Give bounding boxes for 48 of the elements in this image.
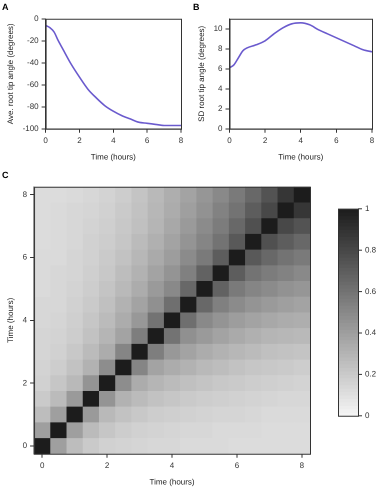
y-tick-label: 8 bbox=[22, 190, 28, 199]
x-axis-title: Time (hours) bbox=[90, 152, 136, 162]
x-tick-label: 2 bbox=[77, 136, 82, 145]
y-tick-label: -20 bbox=[27, 36, 40, 46]
y-tick-label: 4 bbox=[218, 84, 224, 94]
y-tick-label: 0 bbox=[218, 124, 224, 134]
x-axis-title: Time (hours) bbox=[150, 477, 195, 486]
x-tick-label: 4 bbox=[111, 136, 116, 145]
x-tick-label: 4 bbox=[298, 136, 304, 145]
color-bar-label: 0.2 bbox=[365, 370, 377, 379]
y-axis-title: Time (hours) bbox=[6, 297, 16, 343]
x-tick-label: 6 bbox=[234, 460, 240, 470]
x-tick-label: 8 bbox=[178, 136, 184, 145]
y-tick-label: 0 bbox=[22, 441, 28, 450]
y-tick-label: -100 bbox=[22, 124, 40, 134]
y-tick-label: 6 bbox=[218, 64, 224, 74]
y-tick-label: 10 bbox=[214, 24, 224, 34]
y-tick-label: 2 bbox=[22, 378, 28, 388]
y-tick-label: 6 bbox=[22, 252, 28, 262]
y-axis-title: SD root tip angle (degrees) bbox=[197, 25, 206, 122]
x-tick-label: 0 bbox=[43, 136, 48, 145]
y-tick-label: 2 bbox=[218, 104, 224, 114]
line-series bbox=[230, 22, 372, 69]
chart-title: B bbox=[193, 2, 200, 12]
y-tick-label: 0 bbox=[34, 14, 40, 24]
x-axis-title: Time (hours) bbox=[278, 152, 324, 162]
chart-title: A bbox=[2, 2, 9, 12]
x-tick-label: 2 bbox=[104, 460, 110, 470]
chart-title: C bbox=[2, 170, 9, 180]
color-bar-label: 0 bbox=[365, 411, 370, 420]
color-bar-label: 0.8 bbox=[365, 245, 377, 254]
color-bar-label: 0.4 bbox=[365, 328, 377, 338]
color-bar-label: 1 bbox=[365, 204, 370, 214]
y-tick-label: 8 bbox=[218, 44, 224, 54]
y-axis-title: Ave. root tip angle (degrees) bbox=[6, 23, 16, 124]
x-tick-label: 4 bbox=[170, 460, 175, 470]
y-tick-label: 4 bbox=[22, 316, 28, 325]
y-tick-label: -80 bbox=[27, 102, 40, 112]
x-tick-label: 8 bbox=[370, 136, 375, 145]
color-bar-label: 0.6 bbox=[365, 286, 377, 296]
y-tick-label: -60 bbox=[27, 80, 40, 90]
x-tick-label: 6 bbox=[144, 136, 150, 145]
y-tick-label: -40 bbox=[27, 58, 40, 68]
x-tick-label: 0 bbox=[227, 136, 232, 145]
x-tick-label: 8 bbox=[300, 460, 305, 470]
line-series bbox=[46, 24, 181, 126]
x-tick-label: 2 bbox=[262, 136, 268, 145]
x-tick-label: 6 bbox=[334, 136, 340, 145]
